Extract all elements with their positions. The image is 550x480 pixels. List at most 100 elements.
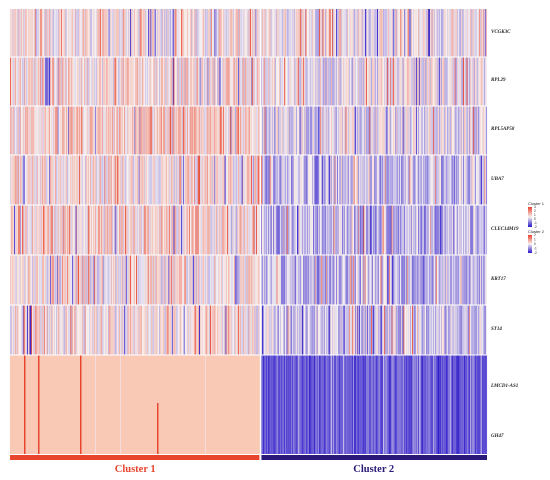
- heatmap-cell: [368, 255, 370, 305]
- heatmap-cell: [99, 155, 101, 205]
- heatmap-cell: [165, 155, 167, 205]
- heatmap-cell: [401, 9, 403, 57]
- heatmap-cell: [29, 106, 31, 155]
- heatmap-cell: [393, 106, 395, 155]
- heatmap-cell: [362, 305, 364, 355]
- heatmap-cell: [167, 205, 169, 255]
- heatmap-cell: [170, 305, 172, 355]
- heatmap-cell: [356, 9, 358, 57]
- heatmap-cell: [360, 205, 362, 255]
- heatmap-cell: [283, 155, 285, 205]
- heatmap-cell: [202, 57, 204, 106]
- heatmap-cell: [444, 155, 446, 205]
- heatmap-cell: [199, 155, 200, 205]
- heatmap-cell: [89, 205, 91, 255]
- heatmap-cell: [395, 57, 397, 106]
- heatmap-cell: [400, 155, 402, 205]
- heatmap-cell: [170, 205, 172, 255]
- heatmap-cell: [164, 205, 166, 255]
- heatmap-cell: [141, 255, 143, 305]
- heatmap-cell: [278, 9, 280, 57]
- heatmap-cell: [372, 9, 373, 57]
- heatmap-cell: [446, 355, 448, 454]
- heatmap-cell: [294, 9, 296, 57]
- heatmap-cell: [469, 57, 471, 106]
- heatmap-cell: [420, 106, 422, 155]
- heatmap-cell: [23, 305, 25, 355]
- heatmap-cell: [482, 155, 484, 205]
- heatmap-cell: [18, 305, 20, 355]
- heatmap-cell: [396, 57, 398, 106]
- heatmap-cell: [256, 255, 258, 305]
- heatmap-cell: [384, 155, 386, 205]
- heatmap-cell: [274, 9, 276, 57]
- heatmap-cell: [159, 57, 161, 106]
- heatmap-cell: [297, 305, 298, 355]
- heatmap-cell: [330, 205, 332, 255]
- heatmap-cell: [456, 355, 458, 454]
- heatmap-cell: [418, 57, 420, 106]
- heatmap-cell: [300, 9, 302, 57]
- heatmap-cell: [157, 155, 159, 205]
- heatmap-cell: [357, 205, 359, 255]
- heatmap-cell: [249, 106, 251, 155]
- heatmap-cell: [188, 9, 189, 57]
- heatmap-cell: [18, 57, 20, 106]
- heatmap-cell: [105, 106, 107, 155]
- heatmap-cell: [170, 255, 172, 305]
- heatmap-cell: [45, 106, 47, 155]
- heatmap-cell: [297, 255, 299, 305]
- heatmap-cell: [467, 255, 469, 305]
- heatmap-cell: [456, 57, 458, 106]
- heatmap-cell: [53, 255, 55, 305]
- heatmap-cell: [351, 305, 353, 355]
- heatmap-cell: [397, 106, 399, 155]
- heatmap-cell: [441, 57, 442, 106]
- heatmap-cell: [315, 9, 317, 57]
- heatmap-cell: [356, 355, 358, 454]
- heatmap-cell: [409, 106, 411, 155]
- heatmap-cell: [446, 155, 448, 205]
- heatmap-cell: [335, 9, 337, 57]
- heatmap-cell: [10, 9, 11, 57]
- heatmap-cell: [329, 255, 331, 305]
- heatmap-cell: [412, 9, 413, 57]
- heatmap-cell: [40, 155, 42, 205]
- heatmap-cell: [60, 305, 62, 355]
- heatmap-cell: [124, 57, 126, 106]
- heatmap-cell: [429, 57, 431, 106]
- heatmap-cell: [142, 57, 144, 106]
- heatmap-cell: [308, 355, 310, 454]
- heatmap-cell: [275, 255, 277, 305]
- heatmap-cell: [182, 106, 183, 155]
- heatmap-cell: [247, 9, 249, 57]
- heatmap-cell: [465, 305, 467, 355]
- heatmap-cell: [414, 9, 416, 57]
- heatmap-cell: [39, 106, 41, 155]
- heatmap-cell: [74, 155, 76, 205]
- heatmap-cell: [343, 155, 344, 205]
- heatmap-cell: [365, 155, 367, 205]
- heatmap-cell: [273, 57, 275, 106]
- heatmap-cell: [107, 57, 109, 106]
- heatmap-cell: [176, 9, 177, 57]
- heatmap-cell: [18, 205, 20, 255]
- heatmap-cell: [296, 205, 298, 255]
- heatmap-cell: [33, 9, 35, 57]
- heatmap-cell: [253, 106, 255, 155]
- heatmap-cell: [108, 9, 110, 57]
- heatmap-cell: [204, 255, 206, 305]
- heatmap-cell: [413, 205, 415, 255]
- heatmap-cell: [148, 205, 150, 255]
- heatmap-cell: [136, 57, 138, 106]
- heatmap-cell: [322, 106, 324, 155]
- heatmap-cell: [335, 106, 337, 155]
- heatmap-cell: [437, 305, 439, 355]
- heatmap-cell: [397, 155, 399, 205]
- heatmap-cell: [256, 155, 258, 205]
- heatmap-cell: [486, 355, 488, 454]
- heatmap-cell: [14, 57, 16, 106]
- heatmap-cell: [238, 155, 240, 205]
- heatmap-cell: [400, 255, 402, 305]
- heatmap-cell: [290, 305, 292, 355]
